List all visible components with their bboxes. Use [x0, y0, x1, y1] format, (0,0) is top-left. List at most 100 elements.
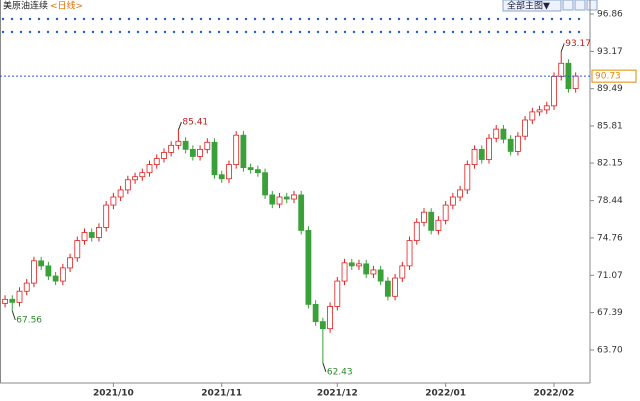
candle-body	[298, 194, 305, 231]
candle-body	[384, 280, 391, 297]
decor-dot	[406, 17, 410, 21]
decor-dot	[325, 17, 329, 21]
candle-body	[38, 260, 45, 267]
decor-dot	[451, 17, 455, 21]
decor-dot	[523, 17, 527, 21]
decor-dot	[199, 30, 203, 34]
decor-dot	[487, 17, 491, 21]
decor-dot	[442, 30, 446, 34]
decor-dot	[37, 30, 41, 34]
candle-body	[67, 257, 73, 269]
decor-dot	[424, 30, 428, 34]
decor-dot	[334, 17, 338, 21]
decor-dot	[316, 30, 320, 34]
decor-dot	[46, 17, 50, 21]
decor-dot	[415, 17, 419, 21]
candle-body	[153, 158, 160, 165]
zoom-in-button[interactable]	[562, 0, 574, 11]
decor-dot	[370, 17, 374, 21]
candle-body	[146, 164, 153, 174]
decor-dot	[505, 30, 509, 34]
candle-body	[500, 128, 507, 140]
candle-body	[428, 211, 435, 231]
annotation-leader	[11, 310, 16, 321]
settings-button[interactable]	[586, 0, 598, 11]
candle-body	[551, 76, 557, 107]
decor-dot	[316, 17, 320, 21]
candle-body	[175, 140, 182, 146]
decor-dot	[550, 17, 554, 21]
candle-body	[132, 176, 138, 181]
decor-dot	[388, 30, 392, 34]
candle-body	[457, 189, 463, 198]
x-tick-label: 2021/10	[93, 389, 134, 399]
decor-dot	[298, 30, 302, 34]
decor-dot	[370, 30, 374, 34]
candle-body	[211, 141, 218, 176]
decor-dot	[280, 17, 284, 21]
candle-body	[435, 219, 442, 231]
candle-body	[9, 298, 16, 303]
candle-body	[471, 148, 478, 165]
decor-dot	[343, 17, 347, 21]
decor-dot	[478, 30, 482, 34]
decor-dot	[298, 17, 302, 21]
decor-dot	[163, 17, 167, 21]
decor-dot	[91, 30, 95, 34]
zoom-out-button[interactable]	[574, 0, 586, 11]
toolbar-button[interactable]	[502, 0, 562, 12]
decor-dot	[451, 30, 455, 34]
decor-dot	[154, 30, 158, 34]
decor-dot	[10, 17, 14, 21]
candle-body	[117, 189, 124, 198]
decor-dot	[559, 17, 563, 21]
decor-dot	[406, 30, 410, 34]
decor-dot	[541, 30, 545, 34]
decor-dot	[82, 17, 86, 21]
decor-dot	[253, 17, 257, 21]
decor-dot	[73, 30, 77, 34]
candle-body	[442, 204, 449, 221]
decor-dot	[307, 30, 311, 34]
decor-dot	[496, 30, 500, 34]
candle-body	[370, 269, 377, 275]
candle-body	[204, 141, 211, 150]
chart-subtitle: <日线>	[50, 0, 83, 12]
decor-dot	[1, 17, 5, 21]
decor-dot	[37, 17, 41, 21]
decor-dot	[442, 17, 446, 21]
toolbar-button-label[interactable]: 全部主图▼	[507, 0, 550, 12]
decor-dot	[127, 30, 131, 34]
candle-body	[449, 196, 456, 206]
decor-dot	[559, 30, 563, 34]
decor-dot	[577, 30, 581, 34]
decor-dot	[271, 30, 275, 34]
decor-dot	[415, 30, 419, 34]
annotation-label: 62.43	[327, 367, 353, 377]
decor-dot	[19, 17, 23, 21]
candle-body	[348, 262, 355, 267]
candle-body	[399, 265, 406, 279]
decor-dot	[397, 17, 401, 21]
decor-dot	[289, 17, 293, 21]
candle-body	[81, 232, 88, 241]
candle-body	[168, 144, 175, 153]
candle-body	[464, 164, 471, 191]
decor-dot	[271, 17, 275, 21]
x-tick-label: 2022/02	[534, 389, 575, 399]
decor-dot	[217, 30, 221, 34]
decor-dot	[505, 17, 509, 21]
decor-dot	[388, 17, 392, 21]
decor-dot	[208, 30, 212, 34]
candle-body	[312, 303, 319, 323]
decor-dot	[91, 17, 95, 21]
decor-dot	[217, 17, 221, 21]
decor-dot	[244, 30, 248, 34]
candle-body	[96, 226, 102, 238]
last-price-label: 90.73	[595, 72, 621, 82]
candle-body	[189, 148, 196, 157]
candle-body	[522, 119, 529, 137]
decor-dot	[181, 17, 185, 21]
